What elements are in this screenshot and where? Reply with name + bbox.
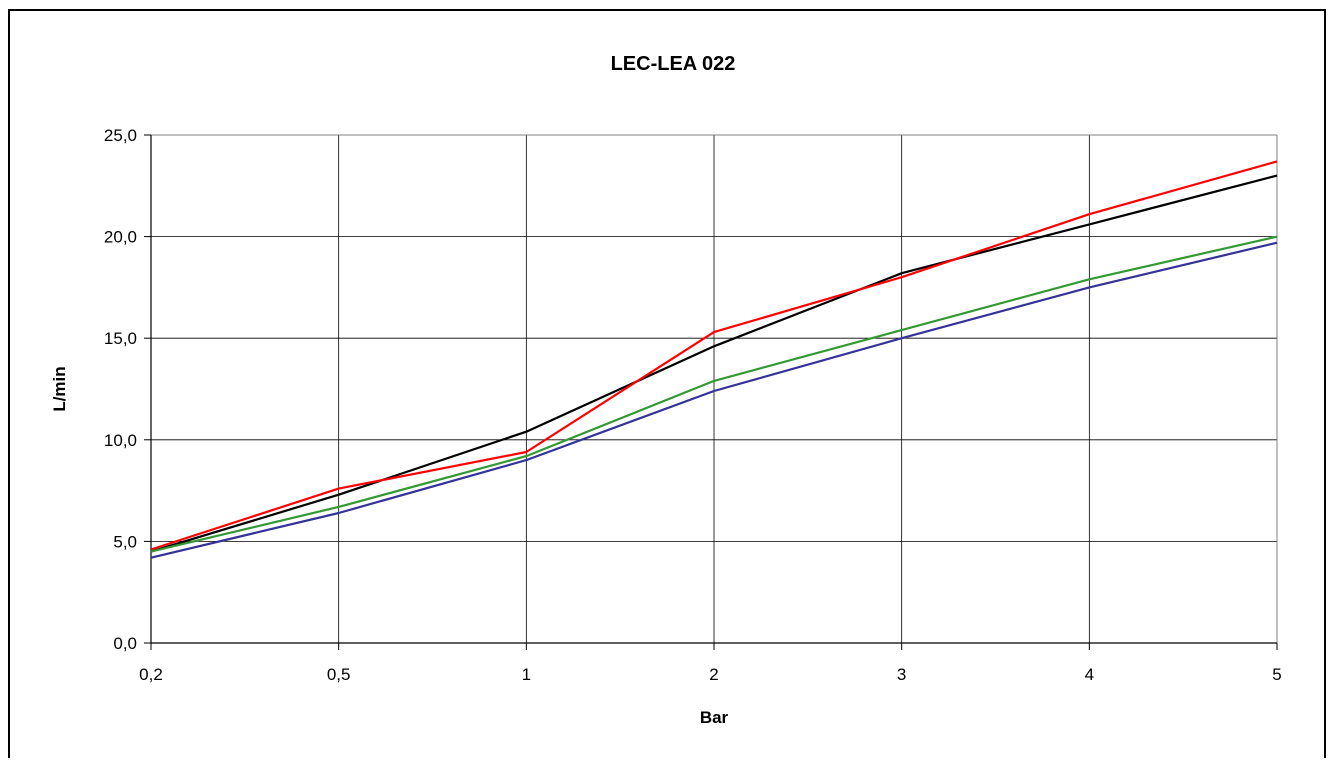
series-line-1 <box>150 174 1278 553</box>
x-tick-label: 4 <box>1085 665 1094 684</box>
chart-frame: LEC-LEA 022 0,0 5,0 10,0 15,0 20,0 25,0 0,2 0,… <box>8 9 1326 758</box>
y-tick-label: 5,0 <box>113 532 137 551</box>
y-tick-label: 0,0 <box>113 634 137 653</box>
x-tick-label: 1 <box>522 665 531 684</box>
x-tick-label: 5 <box>1272 665 1281 684</box>
x-tick-label: 3 <box>897 665 906 684</box>
line-chart: LEC-LEA 022 0,05,010,015,020,025,0 0,2 0,… <box>50 53 1282 727</box>
series-line-4 <box>150 241 1278 559</box>
y-tick-label: 25,0 <box>104 126 137 145</box>
y-tick-label: 15,0 <box>104 329 137 348</box>
x-tick-label: 2 <box>709 665 718 684</box>
y-tick-label: 20,0 <box>104 228 137 247</box>
y-axis-ticks: 0,0 5,0 10,0 15,0 20,0 25,0 <box>104 126 151 653</box>
x-tick-label: 0,5 <box>327 665 351 684</box>
series-line-3 <box>150 235 1278 553</box>
x-tick-label: 0,2 <box>139 665 163 684</box>
chart-title: LEC-LEA 022 <box>611 53 736 75</box>
series-line-2 <box>150 160 1278 551</box>
series-lines <box>150 160 1278 559</box>
x-axis-title: Bar <box>700 708 729 727</box>
x-axis-ticks: 0,2 0,5 1 2 3 4 5 <box>139 643 1282 684</box>
y-axis-title: L/min <box>50 366 69 411</box>
gridlines <box>151 134 1277 643</box>
y-tick-label: 10,0 <box>104 431 137 450</box>
